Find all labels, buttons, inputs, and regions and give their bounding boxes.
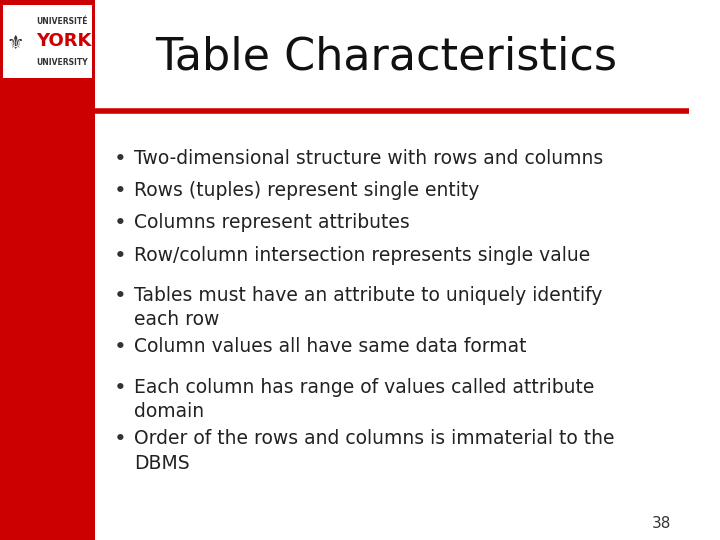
FancyBboxPatch shape [0,0,95,540]
Text: Row/column intersection represents single value: Row/column intersection represents singl… [135,246,590,265]
Text: ⚜: ⚜ [6,33,24,53]
Text: •: • [114,181,127,201]
Text: •: • [114,429,127,449]
Text: UNIVERSITÉ: UNIVERSITÉ [36,17,88,26]
Text: •: • [114,246,127,266]
Text: Table Characteristics: Table Characteristics [155,35,616,78]
Text: Columns represent attributes: Columns represent attributes [135,213,410,232]
Text: YORK: YORK [36,31,91,50]
Text: •: • [114,378,127,398]
Text: 38: 38 [652,516,671,531]
Text: Rows (tuples) represent single entity: Rows (tuples) represent single entity [135,181,480,200]
Text: UNIVERSITY: UNIVERSITY [36,58,88,66]
Text: Two-dimensional structure with rows and columns: Two-dimensional structure with rows and … [135,148,603,167]
Text: •: • [114,338,127,357]
Text: •: • [114,213,127,233]
Text: Tables must have an attribute to uniquely identify
each row: Tables must have an attribute to uniquel… [135,286,603,329]
FancyBboxPatch shape [4,5,91,78]
Text: •: • [114,148,127,168]
Text: Each column has range of values called attribute
domain: Each column has range of values called a… [135,378,595,421]
Text: Column values all have same data format: Column values all have same data format [135,338,527,356]
Text: •: • [114,286,127,306]
Text: Order of the rows and columns is immaterial to the
DBMS: Order of the rows and columns is immater… [135,429,615,472]
